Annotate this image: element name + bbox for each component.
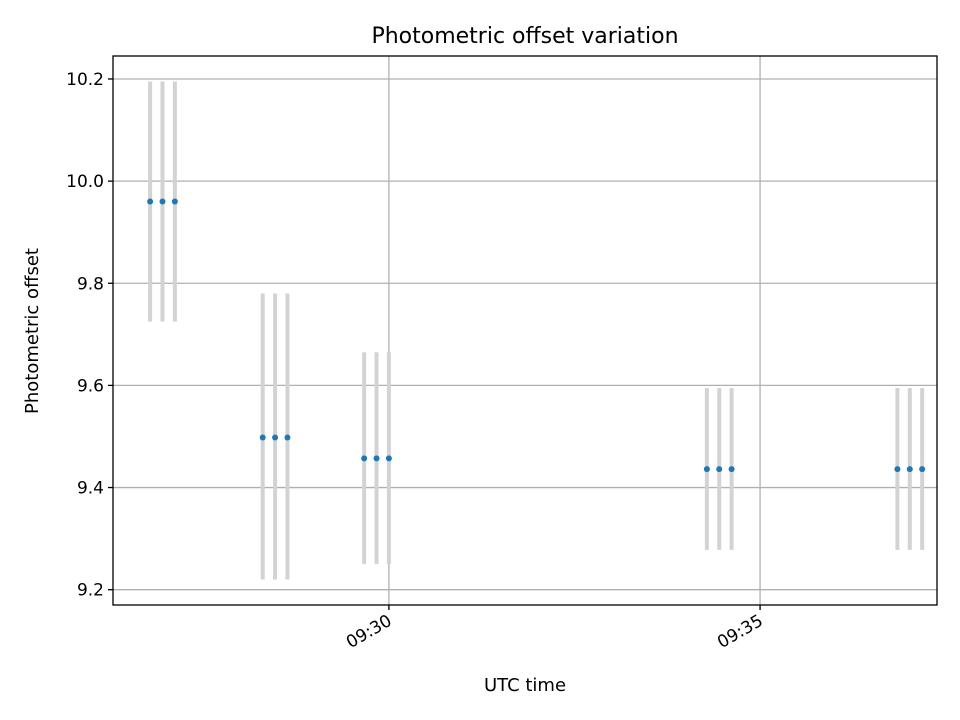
data-point <box>385 455 392 462</box>
y-tick-label: 9.6 <box>77 376 104 396</box>
y-tick-label: 9.4 <box>77 479 104 499</box>
y-tick-label: 9.2 <box>77 581 104 601</box>
data-point <box>159 198 166 205</box>
data-point <box>919 466 926 473</box>
x-axis-label: UTC time <box>484 675 566 696</box>
data-point <box>728 466 735 473</box>
data-point <box>373 455 380 462</box>
tick-layer: 9.2 9.4 9.6 9.8 10.0 10.2 09:30 09:35 <box>66 70 766 653</box>
x-tick-label: 09:30 <box>343 611 395 653</box>
data-point <box>906 466 913 473</box>
data-point <box>716 466 723 473</box>
data-point <box>894 466 901 473</box>
y-tick-label: 9.8 <box>77 274 104 294</box>
data-point <box>147 198 154 205</box>
plot-frame <box>112 55 938 606</box>
data-point <box>272 434 279 441</box>
data-point <box>703 466 710 473</box>
errorbar-layer <box>148 81 925 580</box>
data-point <box>361 455 368 462</box>
y-tick-label: 10.0 <box>66 172 104 192</box>
y-tick-label: 10.2 <box>66 70 104 90</box>
data-point <box>284 434 291 441</box>
chart-title: Photometric offset variation <box>371 24 678 49</box>
point-layer <box>147 198 926 473</box>
data-point <box>259 434 266 441</box>
grid-layer <box>113 56 937 605</box>
y-axis-label: Photometric offset <box>22 248 43 414</box>
x-tick-label: 09:35 <box>714 611 766 653</box>
data-point <box>171 198 178 205</box>
